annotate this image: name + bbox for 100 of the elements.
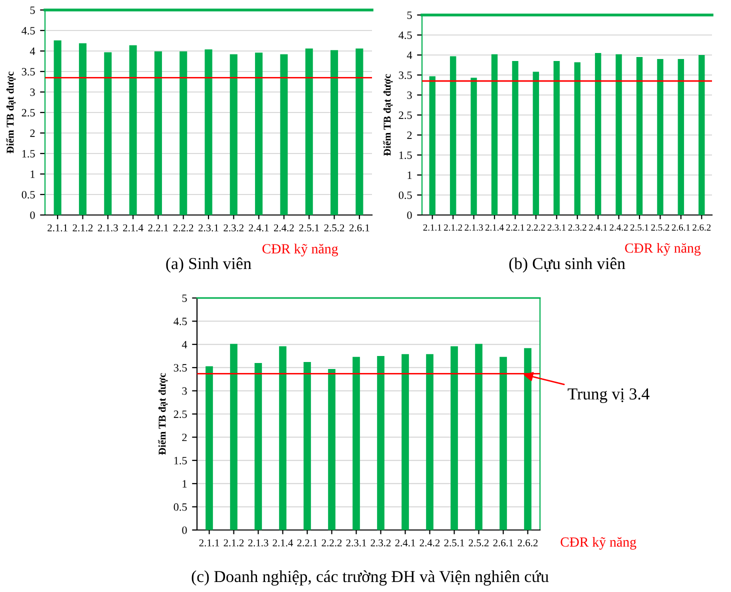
bar	[500, 356, 507, 530]
y-tick-label: 2.5	[398, 111, 412, 120]
bar	[532, 72, 540, 215]
x-tick-label: 2.3.1	[198, 224, 218, 232]
bar	[377, 356, 384, 530]
y-tick-label: 4.5	[174, 318, 187, 326]
y-tick-label: 3	[407, 91, 412, 99]
x-tick-label: 2.6.2	[518, 539, 538, 546]
x-tick-label: 2.1.3	[98, 224, 118, 232]
y-tick-label: 0.5	[174, 503, 187, 511]
y-tick-label: 4.5	[398, 32, 412, 40]
x-tick-label: 2.5.1	[444, 539, 464, 546]
y-tick-label: 0	[407, 211, 412, 219]
x-axis-title: CĐR kỹ năng	[560, 536, 636, 550]
x-tick-label: 2.1.1	[423, 224, 442, 231]
y-tick-label: 1.5	[22, 150, 35, 158]
x-tick-label: 2.2.1	[506, 224, 524, 231]
x-tick-label: 2.3.2	[224, 224, 244, 232]
y-tick-label: 4.5	[22, 27, 35, 35]
bar	[230, 344, 238, 530]
x-tick-label: 2.6.1	[493, 539, 514, 546]
y-tick-label: 2.5	[174, 410, 187, 418]
bar	[330, 50, 338, 215]
y-tick-label: 5	[30, 6, 35, 14]
bar	[616, 54, 622, 215]
x-tick-label: 2.4.1	[589, 224, 607, 231]
x-tick-label: 2.2.2	[526, 224, 545, 231]
x-tick-label: 2.2.1	[297, 539, 318, 546]
x-tick-label: 2.1.3	[464, 224, 483, 231]
x-tick-label: 2.1.1	[48, 224, 68, 232]
x-tick-label: 2.6.1	[349, 224, 370, 232]
bar	[180, 51, 188, 215]
y-tick-label: 0.5	[22, 190, 35, 199]
bar	[698, 55, 705, 215]
y-tick-label: 2	[182, 434, 187, 442]
bar	[554, 61, 560, 215]
y-tick-label: 4	[182, 340, 188, 348]
bar	[230, 54, 238, 215]
x-tick-label: 2.1.4	[485, 224, 504, 231]
bar	[129, 45, 137, 215]
y-tick-label: 3.5	[174, 364, 187, 372]
bar	[206, 366, 213, 530]
text: (b) Cựu sinh viên	[509, 257, 626, 273]
y-tick-label: 3.5	[398, 71, 412, 80]
bar	[328, 368, 336, 530]
y-tick-label: 3	[30, 88, 35, 96]
bar	[356, 48, 364, 215]
y-tick-label: 1	[408, 172, 412, 179]
y-axis-title: Điểm TB đạt được	[6, 72, 16, 154]
y-axis-title: Điểm TB đạt được	[158, 373, 168, 455]
bar	[636, 57, 643, 215]
y-tick-label: 1.5	[399, 152, 412, 160]
bar	[54, 40, 62, 215]
bar	[594, 53, 602, 215]
y-tick-label: 3	[182, 387, 187, 395]
y-tick-label: 2.5	[22, 108, 35, 117]
x-tick-label: 2.1.4	[272, 539, 294, 546]
x-tick-label: 2.1.2	[444, 224, 462, 231]
bar	[78, 43, 87, 215]
bar	[279, 346, 286, 530]
y-tick-label: 4	[406, 52, 412, 59]
x-tick-label: 2.4.1	[248, 224, 269, 232]
x-tick-label: 2.1.3	[248, 539, 268, 546]
y-tick-label: 1	[30, 170, 35, 178]
x-tick-label: 2.4.2	[274, 224, 294, 232]
bar	[450, 346, 458, 530]
bar	[154, 51, 162, 215]
bar	[678, 59, 684, 215]
x-tick-label: 2.2.2	[173, 224, 194, 232]
bar	[475, 344, 482, 530]
x-tick-label: 2.2.1	[148, 224, 168, 232]
x-tick-label: 2.5.2	[324, 224, 344, 232]
bar	[512, 61, 518, 215]
y-tick-label: 2	[30, 129, 35, 137]
x-tick-label: 2.1.1	[199, 539, 220, 546]
text: (c) Doanh nghiệp, các trường ĐH và Viện nghiên cứu	[192, 570, 549, 586]
x-tick-label: 2.1.2	[224, 539, 244, 546]
bar	[657, 59, 664, 215]
bar	[304, 362, 311, 530]
x-tick-label: 2.5.2	[651, 224, 670, 231]
x-tick-label: 2.4.1	[395, 539, 416, 546]
bar	[104, 52, 112, 215]
y-tick-label: 0	[182, 526, 187, 534]
bar	[352, 356, 360, 530]
x-tick-label: 2.6.2	[692, 224, 711, 231]
x-tick-label: 2.5.1	[299, 224, 319, 232]
bar	[429, 76, 436, 215]
bar	[450, 56, 456, 215]
y-tick-label: 0.5	[398, 191, 412, 200]
bar	[305, 48, 313, 215]
y-axis-title: Điểm TB đạt được	[383, 74, 393, 156]
bar	[280, 54, 288, 215]
x-tick-label: 2.1.4	[123, 224, 144, 232]
x-tick-label: 2.6.1	[672, 224, 690, 231]
bar	[491, 54, 498, 215]
bar	[254, 362, 262, 530]
y-tick-label: 5	[182, 294, 187, 302]
y-tick-label: 4	[30, 48, 36, 55]
y-tick-label: 5	[407, 12, 412, 19]
x-tick-label: 2.5.1	[630, 224, 648, 231]
